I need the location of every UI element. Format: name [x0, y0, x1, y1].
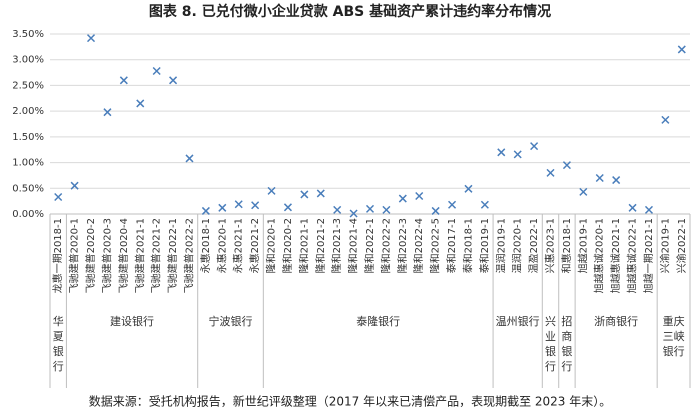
- marker: [644, 205, 654, 214]
- x-tick-label: 飞驰建普2021-2: [150, 218, 163, 293]
- x-tick-label: 永惠2021-1: [232, 218, 245, 273]
- x-tick-label: 旭越惠诚2020-1: [593, 218, 606, 293]
- marker: [431, 206, 440, 215]
- x-tick-label: 隆和2020-1: [265, 218, 278, 273]
- x-tick-label: 温盈2022-1: [528, 218, 540, 273]
- marker: [169, 76, 178, 85]
- y-tick-label: 2.50%: [12, 80, 44, 91]
- marker: [513, 150, 522, 159]
- marker: [349, 209, 358, 218]
- x-tick-label: 永惠2021-2: [248, 218, 261, 273]
- x-tick-label: 隆和2021-2: [314, 218, 327, 273]
- group-label: 重庆三峡银行: [662, 315, 685, 358]
- x-tick-label: 隆和2021-4: [347, 218, 360, 273]
- x-tick-label: 温润2019-1: [494, 218, 507, 273]
- marker: [497, 148, 506, 157]
- x-tick-label: 温润2020-1: [511, 218, 524, 273]
- x-tick-label: 旭越惠诚2022-1: [626, 218, 639, 293]
- x-tick-label: 兴渝2019-1: [658, 218, 671, 273]
- x-tick-label: 泰和2018-1: [461, 218, 474, 273]
- marker: [152, 66, 161, 76]
- marker: [677, 45, 686, 54]
- marker: [70, 181, 79, 190]
- group-label: 温州银行: [495, 315, 540, 328]
- marker: [612, 176, 621, 185]
- marker: [661, 115, 670, 124]
- marker: [185, 154, 194, 163]
- y-tick-label: 3.50%: [12, 29, 44, 40]
- x-tick-label: 隆和2021-3: [330, 218, 343, 273]
- marker: [283, 203, 292, 212]
- marker: [530, 142, 539, 151]
- marker: [382, 205, 391, 214]
- x-tick-label: 兴惠2023-1: [544, 218, 557, 273]
- marker: [595, 173, 604, 183]
- y-tick-label: 2.00%: [12, 106, 44, 117]
- marker: [300, 190, 309, 199]
- marker: [562, 161, 571, 170]
- marker: [415, 191, 424, 201]
- marker: [218, 203, 227, 212]
- x-tick-label: 旭越2019-1: [576, 218, 589, 273]
- x-tick-label: 兴渝2022-1: [675, 218, 688, 273]
- marker: [464, 184, 473, 193]
- group-label: 宁波银行: [208, 315, 253, 328]
- group-label: 招商银行: [561, 315, 573, 373]
- marker: [365, 204, 375, 213]
- marker: [316, 189, 325, 198]
- group-label: 兴业银行: [545, 315, 556, 373]
- x-tick-label: 飞驰建普2020-2: [84, 218, 97, 293]
- marker: [398, 194, 407, 203]
- marker: [234, 200, 243, 209]
- x-tick-label: 隆和2022-2: [379, 218, 392, 273]
- x-tick-label: 隆和2022-4: [412, 218, 425, 273]
- x-tick-label: 飞驰建普2021-1: [133, 218, 146, 293]
- y-tick-label: 1.00%: [12, 158, 44, 169]
- y-tick-label: 0.50%: [12, 183, 44, 194]
- x-tick-label: 飞驰建普2020-1: [68, 218, 81, 293]
- x-tick-label: 隆和2020-2: [281, 218, 294, 273]
- marker: [103, 108, 112, 117]
- x-tick-label: 隆和2022-3: [396, 218, 409, 273]
- y-tick-label: 1.50%: [12, 132, 44, 143]
- x-tick-label: 飞驰建普2022-2: [182, 218, 195, 293]
- x-tick-label: 旭越一期2021-1: [642, 218, 655, 293]
- x-tick-label: 永惠2018-1: [199, 218, 212, 273]
- group-label: 泰隆银行: [356, 315, 401, 328]
- x-tick-label: 隆和2021-1: [297, 218, 310, 273]
- marker: [546, 168, 555, 177]
- x-tick-label: 永惠2020-1: [215, 218, 228, 273]
- marker: [333, 205, 342, 214]
- source-note: 数据来源：受托机构报告，新世纪评级整理（2017 年以来已清偿产品，表现期截至 …: [89, 394, 612, 409]
- marker: [267, 186, 276, 195]
- marker: [579, 187, 588, 196]
- marker: [86, 34, 96, 43]
- marker: [448, 200, 457, 209]
- marker: [251, 201, 260, 210]
- marker: [201, 206, 210, 215]
- y-tick-label: 0.00%: [12, 209, 44, 220]
- x-tick-label: 隆和2022-1: [363, 218, 376, 273]
- group-label: 华夏银行: [52, 315, 64, 373]
- marker: [119, 76, 128, 85]
- marker: [136, 99, 145, 108]
- x-tick-label: 龙惠一期2018-1: [51, 218, 64, 293]
- x-tick-label: 泰和2019-1: [478, 218, 491, 273]
- x-tick-label: 飞驰建普2020-4: [117, 218, 130, 293]
- group-label: 浙商银行: [594, 315, 639, 328]
- x-tick-label: 隆和2022-5: [429, 218, 442, 273]
- marker: [628, 203, 637, 212]
- x-tick-label: 旭越惠诚2021-1: [609, 218, 622, 293]
- chart-title: 图表 8. 已兑付微小企业贷款 ABS 基础资产累计违约率分布情况: [149, 3, 551, 20]
- x-tick-label: 和惠2018-1: [560, 218, 573, 273]
- marker: [54, 192, 63, 202]
- x-tick-label: 飞驰建普2020-3: [100, 218, 113, 293]
- x-tick-label: 泰和2017-1: [445, 218, 458, 273]
- x-tick-label: 飞驰建普2022-1: [166, 218, 179, 293]
- y-tick-label: 3.00%: [12, 55, 44, 66]
- group-label: 建设银行: [110, 315, 155, 328]
- marker: [480, 200, 489, 209]
